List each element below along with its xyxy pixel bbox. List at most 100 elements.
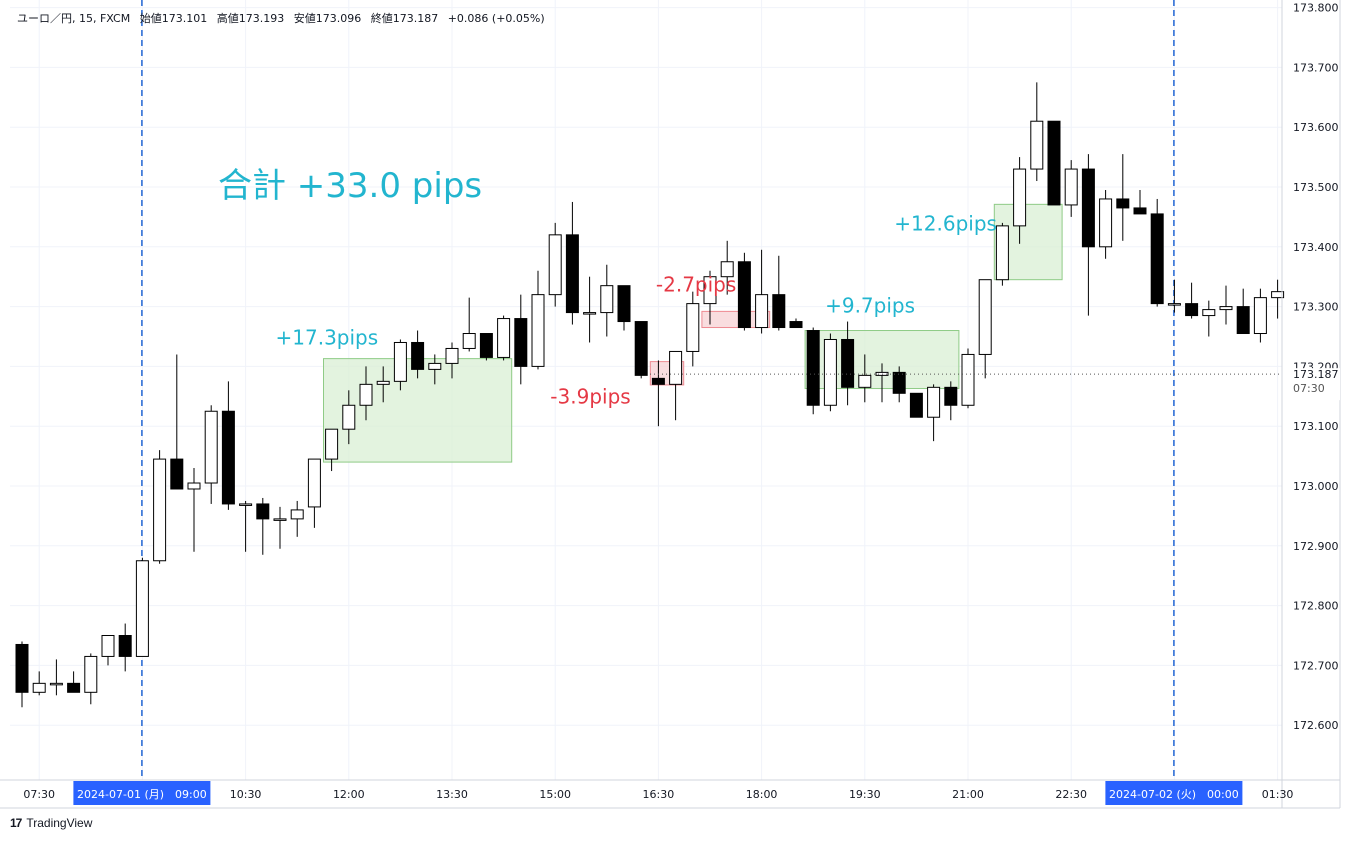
candle-body [153, 458, 167, 562]
candle-body [32, 682, 46, 693]
candle-body [118, 635, 132, 657]
candle-body [1167, 303, 1181, 306]
candle-body [290, 509, 304, 520]
candle-body [1202, 309, 1216, 317]
candle-body [1219, 306, 1233, 311]
time-tick-label: 19:30 [849, 788, 881, 801]
candle-body [359, 383, 373, 406]
high-value: 高値173.193 [216, 12, 285, 25]
candle-body [978, 279, 992, 355]
candle-body [101, 635, 115, 657]
candle-body [514, 318, 528, 367]
time-tick-label: 21:00 [952, 788, 984, 801]
candle-body [342, 404, 356, 430]
candle-body [84, 655, 98, 693]
time-tick-label: 2024-07-02 (火) 00:00 [1109, 788, 1239, 801]
price-tick-label: 173.500 [1293, 181, 1339, 194]
candle-body [221, 410, 235, 505]
candle-body [600, 285, 614, 314]
candle-body [1253, 297, 1267, 335]
candle-body [634, 321, 648, 376]
candle-body [617, 285, 631, 323]
time-tick-label: 18:00 [746, 788, 778, 801]
price-tick-label: 173.700 [1293, 61, 1339, 74]
candle-body [273, 518, 287, 521]
candle-body [944, 386, 958, 406]
candle-body [1064, 168, 1078, 206]
time-axis: 07:30 2024-07-01 (月) 09:00 10:30 12:00 13:30… [0, 779, 1340, 809]
candle-body [892, 371, 906, 394]
price-tick-label: 173.800 [1293, 2, 1339, 15]
symbol-header: ユーロ／円, 15, FXCM 始値173.101 高値173.193 安値17… [17, 10, 551, 26]
candles [15, 82, 1285, 708]
candle-body [170, 458, 184, 490]
candle-body [565, 234, 579, 314]
candle-body [376, 380, 390, 385]
close-value: 終値173.187 [370, 12, 439, 25]
candle-body [325, 428, 339, 460]
trade-pips-label: +12.6pips [894, 211, 997, 235]
trade-pips-label: +17.3pips [276, 326, 379, 350]
time-tick-label: 16:30 [643, 788, 675, 801]
candle-body [1081, 168, 1095, 248]
price-tick-label: 172.700 [1293, 659, 1339, 672]
trade-pips-label: -2.7pips [656, 272, 736, 296]
last-price-box [1284, 368, 1340, 401]
candle-body [841, 338, 855, 388]
time-tick-label: 22:30 [1055, 788, 1087, 801]
trade-pips-label: -3.9pips [550, 385, 630, 409]
candle-body [669, 350, 683, 385]
candle-body [1236, 306, 1250, 335]
candle-body [187, 482, 201, 490]
candle-body [651, 377, 665, 385]
symbol-label[interactable]: ユーロ／円, 15, FXCM [17, 12, 131, 25]
candle-body [737, 261, 751, 329]
candle-body [1047, 120, 1061, 206]
candle-body [703, 276, 717, 305]
candle-body [823, 338, 837, 406]
price-tick-label: 173.300 [1293, 301, 1339, 314]
candle-body [686, 303, 700, 352]
date-badge [73, 781, 211, 805]
trade-pips-label: +9.7pips [825, 294, 915, 318]
time-tick-label: 07:30 [23, 788, 55, 801]
price-tick-label: 173.400 [1293, 241, 1339, 254]
time-tick-label: 12:00 [333, 788, 365, 801]
candle-body [548, 234, 562, 296]
candle-body [909, 392, 923, 418]
candle-body [531, 294, 545, 367]
trade-box [701, 310, 771, 329]
low-value: 安値173.096 [293, 12, 362, 25]
change-value: +0.086 (+0.05%) [447, 12, 545, 25]
candle-body [204, 410, 218, 484]
time-tick-label: 13:30 [436, 788, 468, 801]
candle-body [428, 362, 442, 370]
brand-name: TradingView [26, 816, 93, 830]
candle-body [858, 374, 872, 388]
candle-body [15, 643, 29, 693]
price-tick-label: 172.900 [1293, 540, 1339, 553]
trade-labels: +17.3pips -3.9pips -2.7pips +9.7pips +12.6pi… [276, 211, 997, 408]
time-tick-label: 2024-07-01 (月) 09:00 [77, 788, 207, 801]
last-price-label: 173.187 [1293, 368, 1339, 381]
tradingview-logo-icon: 17 [10, 816, 22, 830]
price-tick-label: 173.100 [1293, 420, 1339, 433]
time-tick-label: 01:30 [1262, 788, 1294, 801]
candle-body [411, 341, 425, 370]
candle-body [789, 321, 803, 329]
price-tick-label: 172.600 [1293, 719, 1339, 732]
price-tick-label: 172.800 [1293, 600, 1339, 613]
candle-body [479, 333, 493, 358]
candle-body [393, 341, 407, 382]
tradingview-brand[interactable]: 17 TradingView [10, 816, 92, 830]
candle-body [135, 560, 149, 657]
total-pips-label: 合計 +33.0 pips [218, 166, 483, 206]
time-tick-label: 15:00 [539, 788, 571, 801]
open-value: 始値173.101 [139, 12, 208, 25]
candle-body [462, 333, 476, 349]
date-badge [1105, 781, 1243, 805]
last-price-time: 07:30 [1293, 382, 1325, 395]
price-axis: 173.800 173.700 173.600 173.500 173.400 173.3… [650, 0, 1341, 808]
candle-body [1013, 168, 1027, 227]
